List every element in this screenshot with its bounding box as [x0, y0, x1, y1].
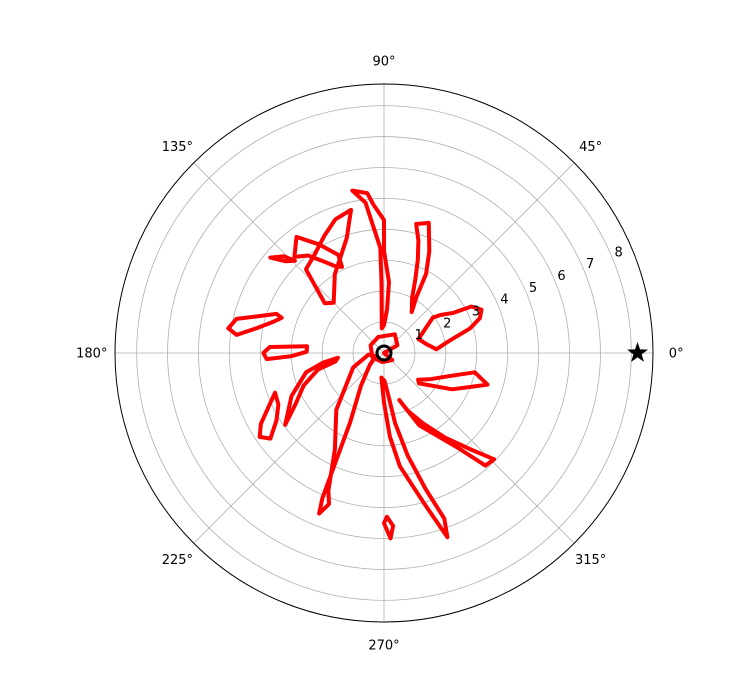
contour-8: [226, 311, 284, 337]
theta-tick-label-315: 315°: [575, 553, 606, 568]
angular-gridline-315: [383, 352, 575, 544]
contour-1: [368, 332, 400, 365]
contour-12: [317, 352, 378, 516]
contour-16: [416, 370, 490, 392]
contour-13: [379, 375, 450, 540]
center-circle-marker: [375, 344, 393, 362]
star-marker: [627, 342, 648, 362]
theta-tick-label-90: 90°: [372, 54, 395, 69]
tick-labels: 0° 45° 90° 135° 180° 225° 270° 315° 1 2 3 4 5 6 7 8: [76, 54, 683, 653]
theta-tick-label-270: 270°: [368, 639, 399, 654]
theta-tick-label-135: 135°: [162, 140, 193, 155]
r-tick-label-5: 5: [529, 281, 537, 296]
contour-10: [283, 355, 340, 427]
polar-frame: [114, 83, 654, 623]
contour-7: [268, 254, 297, 264]
r-tick-label-3: 3: [472, 305, 480, 320]
contour-3: [409, 220, 432, 314]
r-tick-label-8: 8: [615, 245, 623, 260]
contour-series: [226, 188, 497, 541]
angular-gridline-225: [193, 352, 385, 544]
angular-gridline-45: [383, 162, 575, 354]
contour-5: [292, 234, 344, 269]
r-tick-label-6: 6: [557, 269, 565, 284]
contour-9: [261, 344, 309, 362]
r-tick-label-2: 2: [443, 316, 451, 331]
theta-tick-label-45: 45°: [579, 140, 602, 155]
contour-11: [257, 390, 281, 441]
r-tick-label-4: 4: [500, 293, 508, 308]
r-tick-label-1: 1: [415, 328, 423, 343]
theta-tick-label-180: 180°: [76, 347, 107, 362]
marker-layer: [375, 342, 648, 362]
contour-2: [416, 304, 484, 352]
contour-14: [382, 514, 396, 541]
r-tick-label-7: 7: [586, 257, 594, 272]
contour-4: [350, 188, 391, 331]
contour-15: [397, 398, 497, 468]
theta-tick-label-0: 0°: [669, 347, 684, 362]
polar-grid: [114, 83, 654, 623]
contour-6: [304, 207, 353, 306]
theta-tick-label-225: 225°: [162, 553, 193, 568]
